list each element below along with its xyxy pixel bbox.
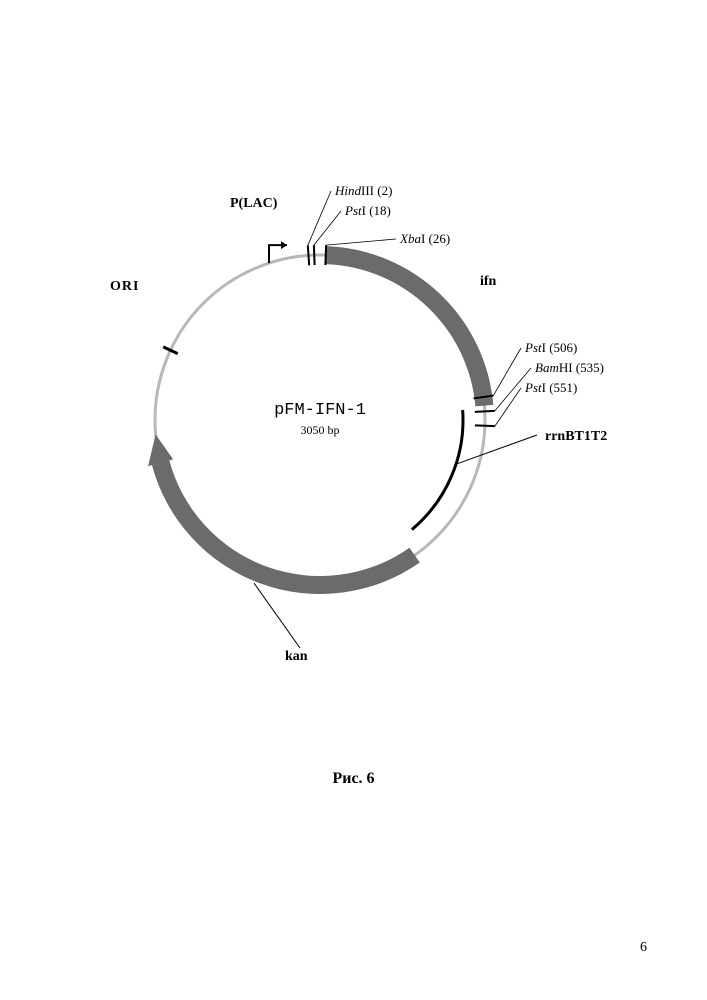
feature-kan xyxy=(152,460,420,594)
site-label-4: BamHI (535) xyxy=(535,360,604,375)
site-label-2: XbaI (26) xyxy=(399,231,450,246)
figure-caption: Рис. 6 xyxy=(0,770,707,788)
feature-label-ORI: ORI xyxy=(110,279,139,294)
site-tick-5 xyxy=(475,425,495,426)
plasmid-map: pFM-IFN-1 3050 bp ifn rrnBT1T2 kan ORI P(LAC) H… xyxy=(0,0,707,730)
leader-rrnBT1T2 xyxy=(456,435,537,464)
feature-label-kan: kan xyxy=(285,649,308,664)
feature-label-ifn: ifn xyxy=(480,274,497,289)
site-leader-0 xyxy=(308,191,331,245)
site-label-3: PstI (506) xyxy=(524,340,577,355)
site-label-5: PstI (551) xyxy=(524,380,577,395)
site-leader-3 xyxy=(493,348,521,396)
site-tick-1 xyxy=(314,245,315,265)
page-number: 6 xyxy=(640,940,647,956)
site-tick-4 xyxy=(475,411,495,412)
leader-kan xyxy=(254,583,300,648)
site-label-0: HindIII (2) xyxy=(334,183,392,198)
site-leader-1 xyxy=(314,211,341,245)
feature-ifn xyxy=(325,246,493,406)
promoter-label: P(LAC) xyxy=(230,196,278,211)
feature-rrnBT1T2 xyxy=(412,410,463,530)
page: pFM-IFN-1 3050 bp ifn rrnBT1T2 kan ORI P(LAC) H… xyxy=(0,0,707,1000)
plasmid-name: pFM-IFN-1 xyxy=(274,401,366,420)
site-leader-5 xyxy=(495,388,521,426)
plasmid-size: 3050 bp xyxy=(301,423,340,437)
site-label-1: PstI (18) xyxy=(344,203,391,218)
feature-label-rrnBT1T2: rrnBT1T2 xyxy=(545,429,607,444)
promoter-arrowhead xyxy=(281,241,287,249)
site-tick-2 xyxy=(325,245,326,265)
site-tick-0 xyxy=(308,245,309,265)
site-leader-2 xyxy=(326,239,396,245)
